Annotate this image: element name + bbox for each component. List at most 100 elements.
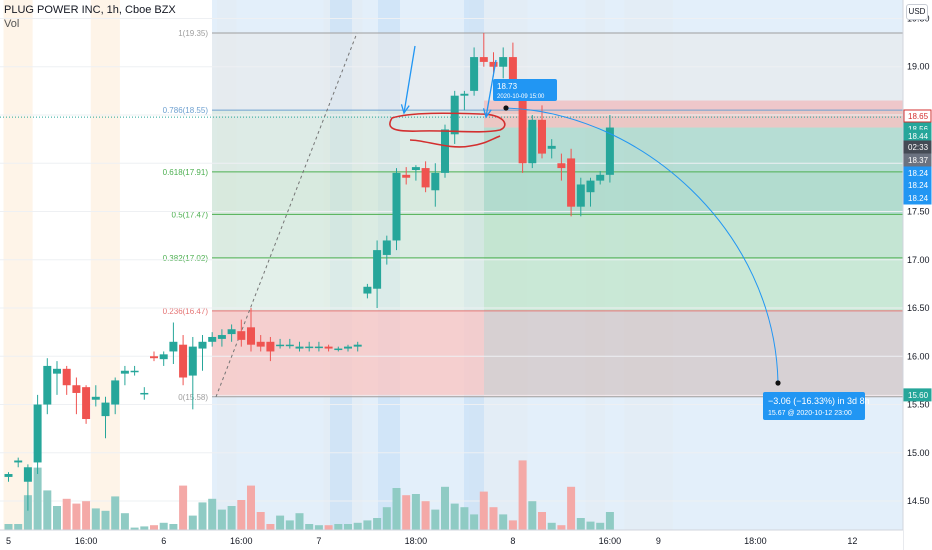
candle-body <box>159 354 168 360</box>
time-tick-label: 18:00 <box>744 536 767 546</box>
candle-body <box>237 331 246 340</box>
candle-body <box>120 370 129 374</box>
red-underline-annotation <box>409 135 501 148</box>
candle-body <box>285 344 294 347</box>
volume-bar <box>547 522 556 530</box>
volume-bar <box>217 509 226 530</box>
volume-bar <box>256 512 265 530</box>
candle <box>450 90 459 144</box>
price-axis: 14.5015.0015.5016.0016.5017.0017.5018.00… <box>902 0 932 550</box>
candle-body <box>140 392 149 395</box>
candle <box>363 283 372 299</box>
candle-body <box>91 396 100 400</box>
candle <box>470 47 479 96</box>
candle <box>373 240 382 309</box>
volume-bar <box>159 522 168 530</box>
candle <box>169 322 178 364</box>
fib-level-label: 0.236(16.47) <box>163 307 209 316</box>
candle <box>14 457 23 468</box>
volume-bar <box>508 520 517 530</box>
price-tag-label: 18.37 <box>908 156 929 165</box>
volume-bar <box>285 520 294 530</box>
time-tick-label: 7 <box>316 536 321 546</box>
fib-red-zone <box>212 310 484 395</box>
volume-bar <box>586 521 595 530</box>
price-tag-label: 18.65 <box>908 112 929 121</box>
candle <box>392 168 401 251</box>
candle <box>159 351 168 366</box>
candle <box>82 385 91 424</box>
candle <box>188 336 197 410</box>
fib-zone <box>212 171 903 215</box>
price-tag <box>903 178 932 192</box>
candle <box>295 341 304 352</box>
volume-bar <box>334 524 343 530</box>
candle-body <box>82 387 91 420</box>
candle <box>528 114 537 169</box>
candle-body <box>586 180 595 193</box>
target-zone-upper <box>484 127 903 215</box>
fib-zone <box>212 257 903 311</box>
volume-bar <box>363 520 372 530</box>
candle-body <box>470 57 479 91</box>
projection-start-date: 2020-10-09 15:00 <box>497 94 545 100</box>
projection-end-change: −3.06 (−16.33%) in 3d 8h <box>768 396 870 406</box>
candle <box>237 319 246 347</box>
fib-zone <box>212 32 903 111</box>
volume-bar <box>596 522 605 530</box>
volume-bar <box>237 500 246 530</box>
candle-body <box>198 341 207 349</box>
candle <box>460 90 469 111</box>
volume-bar <box>4 524 13 530</box>
red-annotation <box>389 112 506 148</box>
currency-button[interactable]: USD <box>906 4 928 20</box>
blue-arrows <box>400 45 497 119</box>
candle-body <box>266 341 275 352</box>
price-tag <box>903 140 932 154</box>
volume-bar <box>305 524 314 530</box>
candle-body <box>62 368 71 386</box>
candle <box>586 177 595 207</box>
candle-body <box>179 344 188 378</box>
volume-bar <box>188 515 197 530</box>
candle-body <box>489 61 498 67</box>
target-zone-middle <box>484 214 903 311</box>
volume-bar <box>460 507 469 530</box>
volume-bars <box>4 460 614 530</box>
time-tick-label: 5 <box>6 536 11 546</box>
candle-body <box>411 167 420 171</box>
volume-bar <box>470 514 479 530</box>
candle <box>605 114 614 183</box>
candle <box>33 394 42 475</box>
volume-bar <box>324 525 333 530</box>
arrow-shaft <box>485 59 497 118</box>
candle-body <box>596 174 605 181</box>
arrow-shaft <box>403 45 416 114</box>
volume-bar <box>382 507 391 530</box>
candle-body <box>33 404 42 463</box>
fib-zone <box>212 214 903 258</box>
volume-bar <box>43 490 52 530</box>
candle-body <box>324 346 333 349</box>
candle-body <box>605 127 614 175</box>
candle-body <box>431 172 440 191</box>
candle <box>567 148 576 217</box>
candle <box>130 365 139 376</box>
volume-bar <box>101 510 110 530</box>
volume-bar <box>82 501 91 530</box>
candle-body <box>479 57 488 62</box>
time-axis-bg <box>0 530 903 550</box>
session-band <box>90 0 120 530</box>
candle-body <box>460 93 469 96</box>
candle-body <box>576 184 585 207</box>
chart-title: PLUG POWER INC, 1h, Cboe BZX <box>4 4 176 16</box>
price-tag-label: 18.24 <box>908 169 929 178</box>
volume-bar <box>499 514 508 530</box>
volume-bar <box>179 485 188 530</box>
arrow-head <box>482 108 492 119</box>
projection-start-price: 18.73 <box>497 82 518 91</box>
candle <box>111 377 120 415</box>
volume-bar <box>353 522 362 530</box>
candle <box>344 344 352 352</box>
